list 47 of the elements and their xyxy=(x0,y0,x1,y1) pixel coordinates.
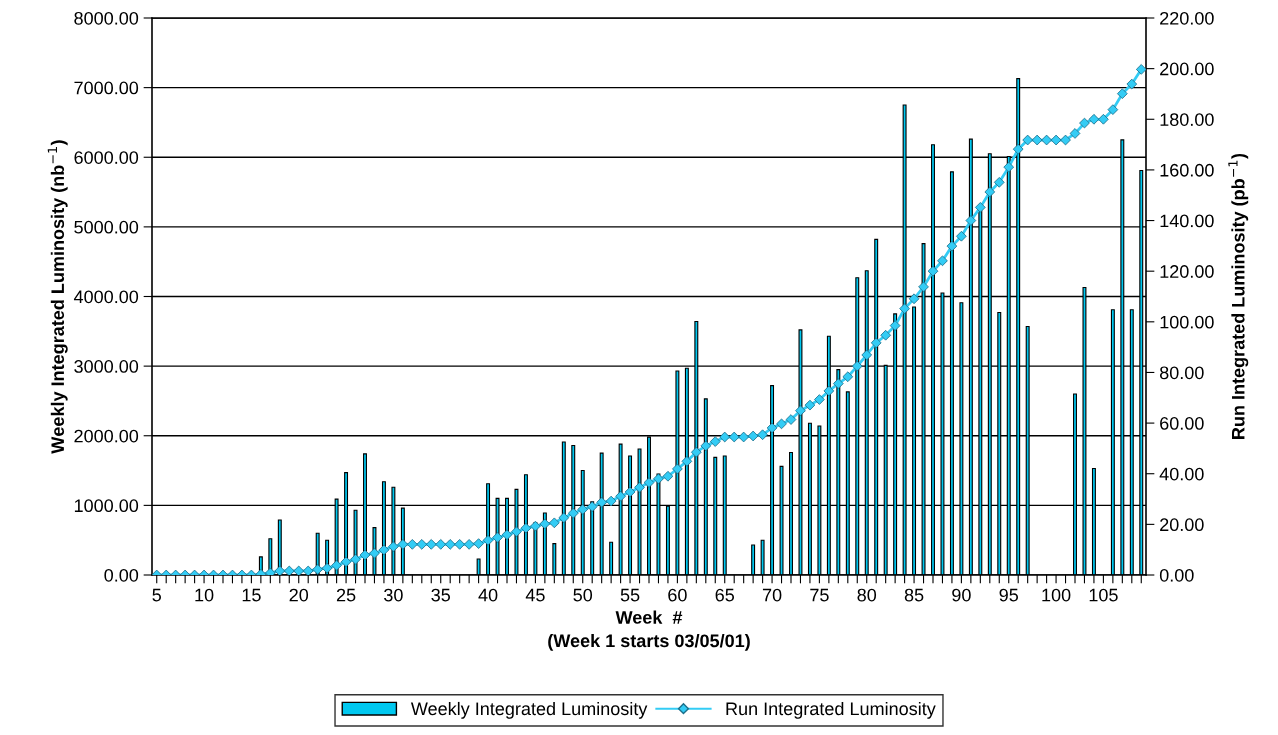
x-tick-label: 75 xyxy=(810,588,829,602)
y-tick-label: 8000.00 xyxy=(74,11,139,25)
x-tick-label: 90 xyxy=(952,588,971,602)
y2-tick-label: 140.00 xyxy=(1160,214,1214,228)
legend-label: Weekly Integrated Luminosity xyxy=(410,701,648,719)
x-axis-title: Week # (Week 1 starts 03/05/01) xyxy=(548,610,750,651)
x-tick-label: 65 xyxy=(715,588,735,602)
y-tick-label: 4000.00 xyxy=(73,290,139,304)
y-tick-label: 0.00 xyxy=(104,568,139,582)
x-tick-label: 45 xyxy=(525,588,545,602)
y2-tick-label: 60.00 xyxy=(1160,417,1204,430)
x-tick-label: 25 xyxy=(336,588,356,602)
y2-tick-label: 120.00 xyxy=(1160,265,1214,278)
y-tick-label: 6000.00 xyxy=(74,151,139,164)
y2-tick-label: 80.00 xyxy=(1159,366,1204,380)
x-tick-label: 60 xyxy=(668,588,687,602)
x-tick-label: 100 xyxy=(1042,588,1071,602)
x-tick-label: 95 xyxy=(999,588,1019,602)
y2-tick-label: 20.00 xyxy=(1160,518,1204,532)
x-tick-label: 50 xyxy=(573,588,593,602)
legend-label: Run Integrated Luminosity xyxy=(726,701,936,719)
y-tick-label: 7000.00 xyxy=(74,81,139,95)
x-tick-label: 30 xyxy=(384,588,403,602)
y2-tick-label: 100.00 xyxy=(1160,315,1214,329)
y2-tick-label: 40.00 xyxy=(1159,467,1204,481)
y-axis-title: Weekly Integrated Luminosity (nb$^{−1}$) xyxy=(47,140,68,454)
x-tick-label: 105 xyxy=(1089,588,1118,602)
y-tick-label: 1000.00 xyxy=(74,499,139,513)
x-tick-label: 15 xyxy=(242,588,261,602)
x-tick-label: 80 xyxy=(857,588,877,602)
y2-tick-label: 220.00 xyxy=(1160,11,1214,25)
y-tick-label: 2000.00 xyxy=(74,429,139,443)
x-tick-label: 70 xyxy=(762,588,782,602)
x-tick-label: 35 xyxy=(431,588,451,602)
x-tick-label: 10 xyxy=(195,588,214,602)
x-tick-label: 55 xyxy=(620,588,640,602)
y2-axis-title: Run Integrated Luminosity (pb$^{−1}$) xyxy=(1228,153,1249,439)
y2-tick-label: 180.00 xyxy=(1160,113,1214,126)
x-tick-label: 40 xyxy=(478,588,498,602)
y-tick-label: 3000.00 xyxy=(74,360,139,373)
y-tick-label: 5000.00 xyxy=(74,220,139,234)
x-tick-label: 5 xyxy=(152,588,161,602)
y2-tick-label: 160.00 xyxy=(1160,163,1214,177)
y2-tick-label: 0.00 xyxy=(1159,568,1194,582)
x-tick-label: 85 xyxy=(904,588,924,602)
x-tick-label: 20 xyxy=(289,588,309,602)
y2-tick-label: 200.00 xyxy=(1160,62,1214,76)
